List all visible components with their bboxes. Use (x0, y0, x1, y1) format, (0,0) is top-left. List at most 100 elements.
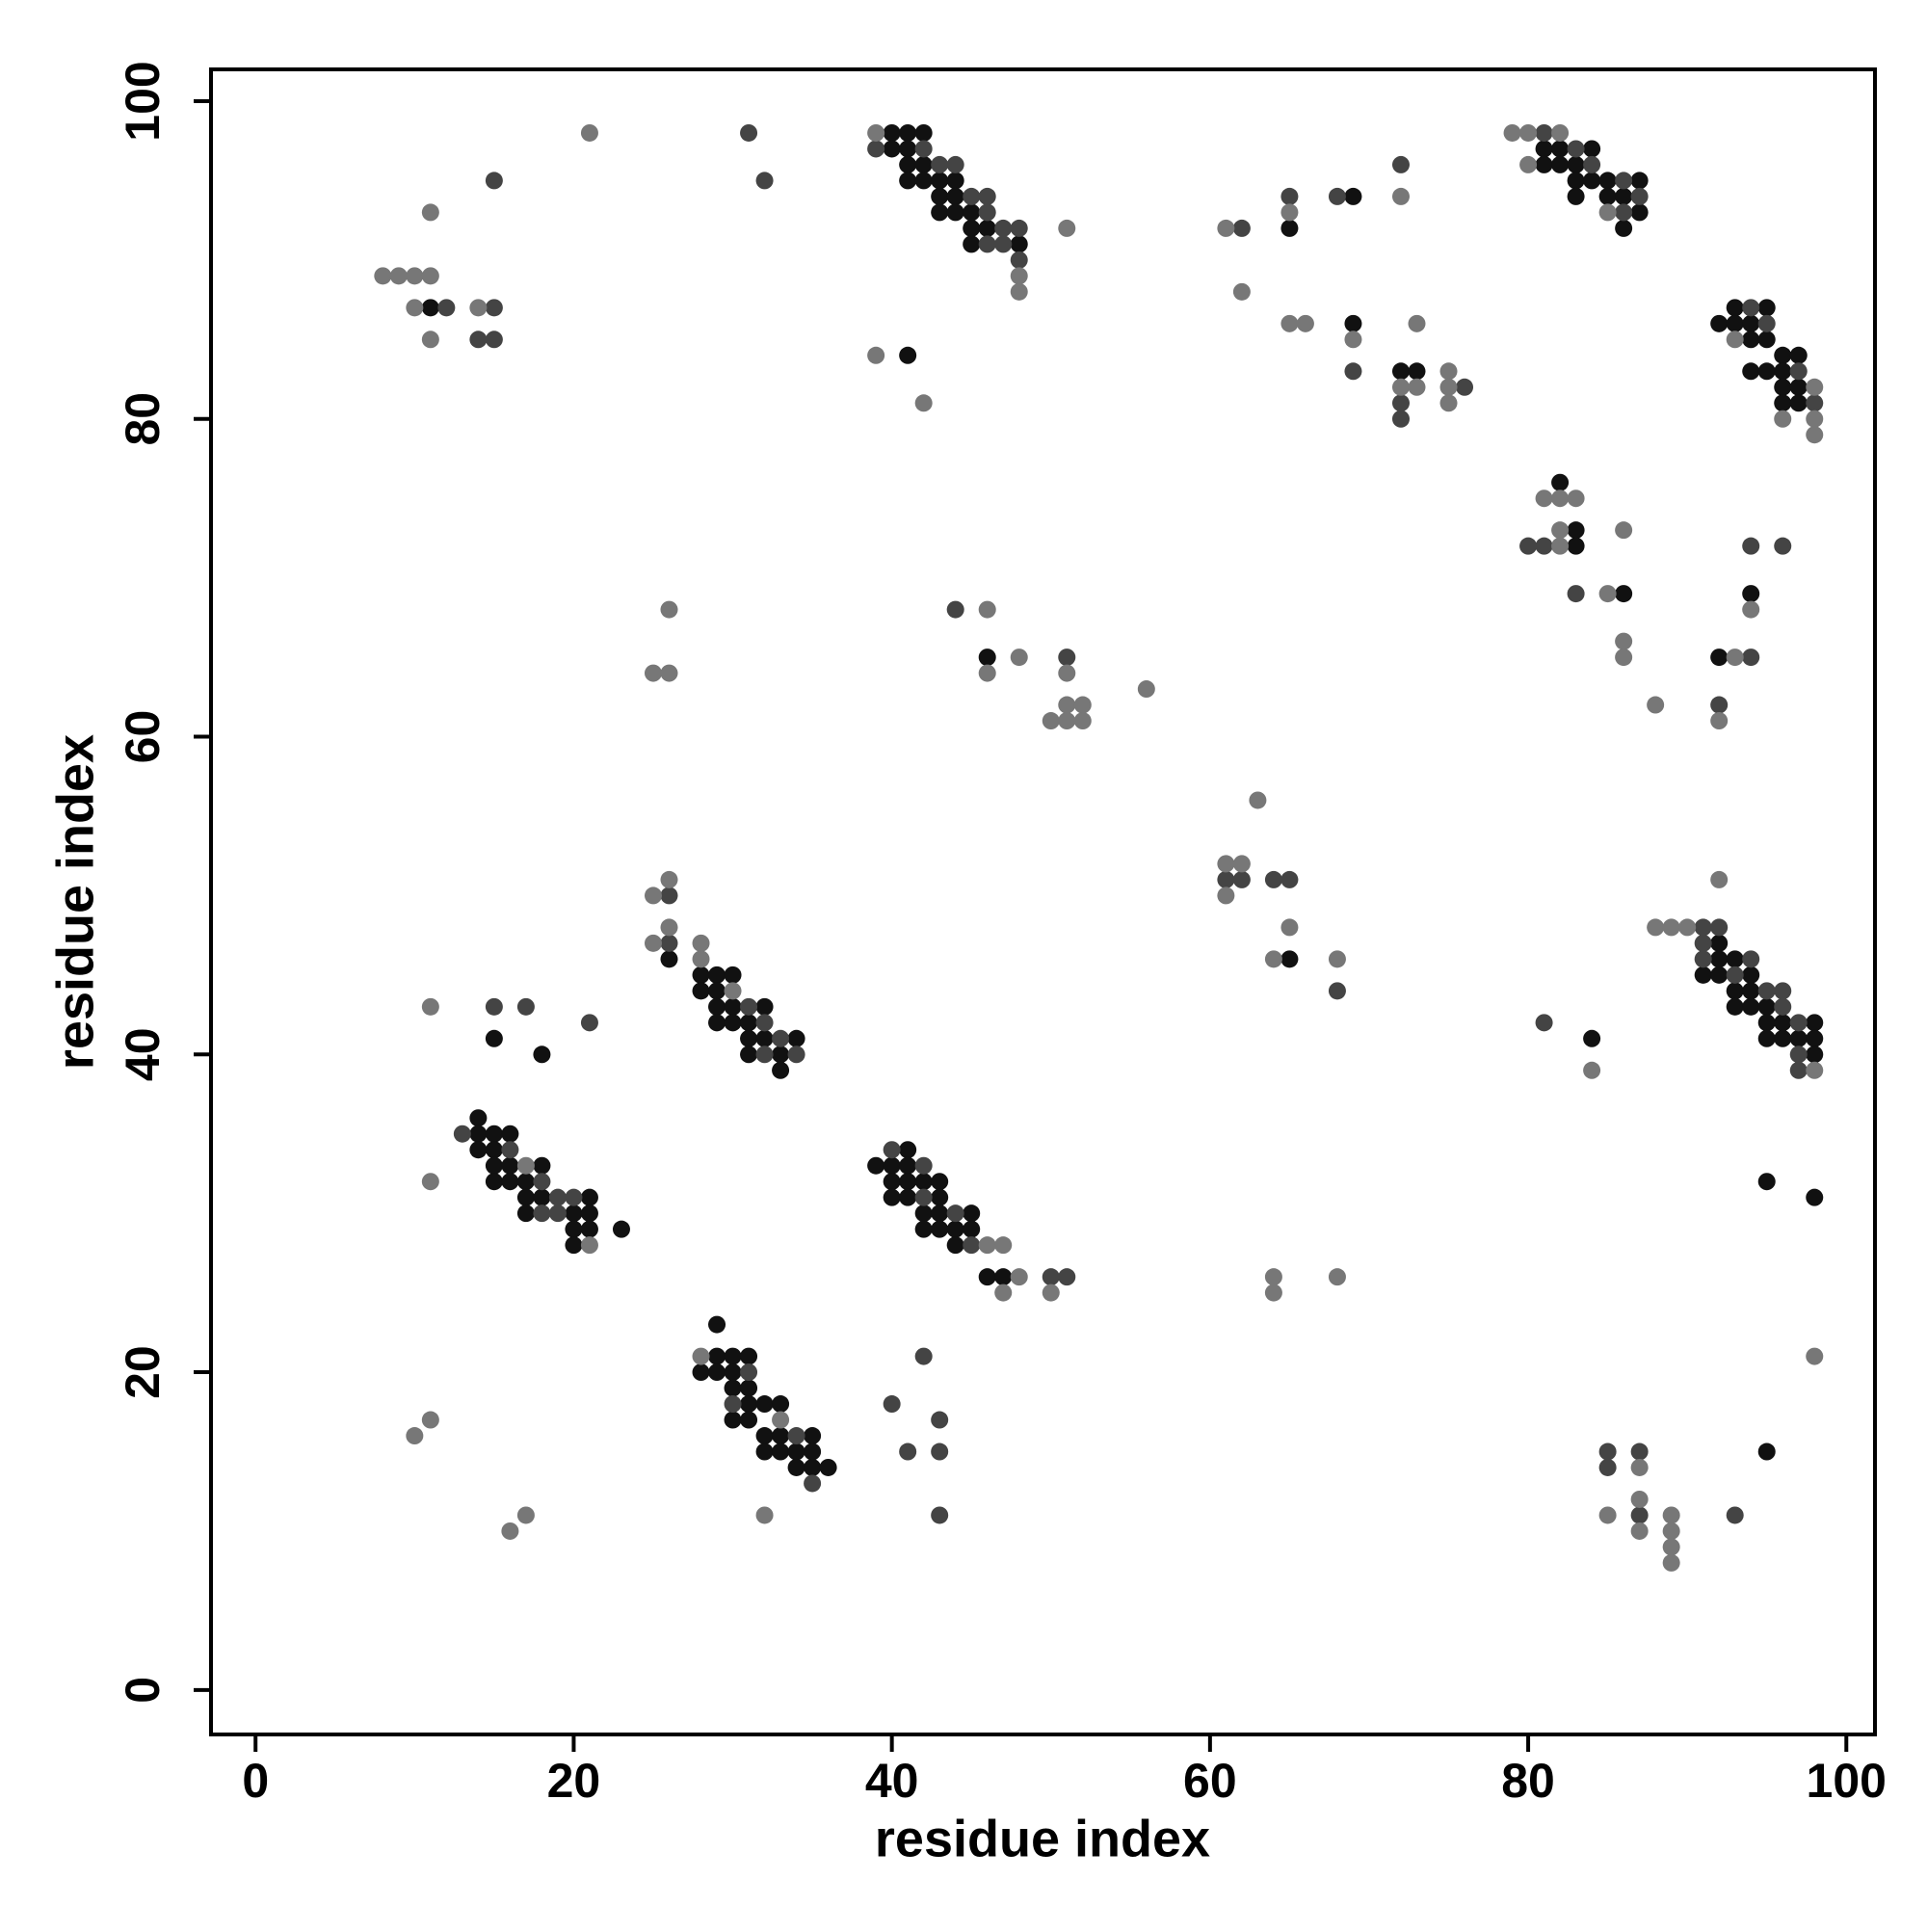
point (1010, 219, 1028, 237)
point (421, 1411, 439, 1429)
point (1806, 378, 1824, 396)
point (501, 1173, 519, 1191)
point (1042, 712, 1060, 730)
point (692, 1363, 710, 1382)
point (1567, 490, 1585, 508)
point (1630, 1490, 1649, 1508)
point (485, 331, 503, 349)
point (1615, 172, 1633, 190)
point (1058, 712, 1076, 730)
point (501, 1522, 519, 1540)
point (1806, 1014, 1824, 1032)
point (1391, 378, 1410, 396)
point (692, 982, 710, 1000)
point (804, 1458, 822, 1476)
point (994, 235, 1013, 253)
point (1630, 172, 1649, 190)
point (1630, 1442, 1649, 1461)
point (708, 1014, 726, 1032)
point (389, 267, 408, 285)
point (421, 997, 439, 1016)
point (1232, 855, 1251, 873)
point (1806, 410, 1824, 428)
point (724, 982, 742, 1000)
point (1567, 155, 1585, 173)
point (899, 1188, 917, 1206)
point (931, 1188, 949, 1206)
point (1806, 1347, 1824, 1365)
point (1073, 696, 1092, 714)
point (453, 1125, 471, 1143)
point (1726, 966, 1744, 984)
point (660, 950, 678, 968)
x-tick-label: 60 (1183, 1754, 1237, 1808)
point (755, 1427, 774, 1445)
point (565, 1236, 583, 1255)
point (1551, 473, 1570, 491)
point (1630, 1458, 1649, 1476)
point (1615, 187, 1633, 205)
point (1535, 537, 1553, 555)
point (914, 155, 933, 173)
point (1344, 187, 1362, 205)
point (899, 346, 917, 364)
point (1710, 966, 1729, 984)
point (994, 1268, 1013, 1286)
point (1010, 251, 1028, 269)
point (724, 1347, 742, 1365)
point (580, 1236, 598, 1255)
point (1535, 155, 1553, 173)
point (469, 299, 488, 317)
point (1439, 362, 1458, 381)
point (914, 172, 933, 190)
y-tick-label: 20 (116, 1345, 170, 1399)
point (1789, 1061, 1808, 1079)
point (978, 219, 996, 237)
point (1615, 219, 1633, 237)
point (867, 1156, 885, 1175)
point (1058, 696, 1076, 714)
point (533, 1156, 551, 1175)
point (1615, 648, 1633, 667)
point (1774, 346, 1792, 364)
point (660, 918, 678, 937)
point (1757, 1173, 1776, 1191)
x-tick-label: 40 (865, 1754, 919, 1808)
point (1630, 203, 1649, 222)
point (946, 172, 964, 190)
point (1280, 219, 1299, 237)
point (1647, 696, 1665, 714)
point (978, 235, 996, 253)
point (708, 1363, 726, 1382)
point (1567, 521, 1585, 540)
point (1010, 282, 1028, 301)
point (1774, 997, 1792, 1016)
point (883, 1141, 901, 1159)
point (533, 1188, 551, 1206)
point (580, 1204, 598, 1223)
point (899, 1173, 917, 1191)
point (804, 1427, 822, 1445)
point (963, 1220, 981, 1238)
point (931, 1173, 949, 1191)
point (1757, 982, 1776, 1000)
point (1598, 187, 1617, 205)
point (1694, 950, 1712, 968)
point (931, 1411, 949, 1429)
point (1344, 362, 1362, 381)
point (1774, 394, 1792, 412)
point (804, 1442, 822, 1461)
point (1551, 123, 1570, 142)
point (421, 267, 439, 285)
point (1551, 537, 1570, 555)
point (1391, 187, 1410, 205)
point (1583, 140, 1601, 158)
point (755, 1442, 774, 1461)
point (580, 1014, 598, 1032)
point (1010, 267, 1028, 285)
plot-frame (209, 67, 1877, 1736)
point (1058, 1268, 1076, 1286)
point (740, 1347, 758, 1365)
point (963, 1204, 981, 1223)
